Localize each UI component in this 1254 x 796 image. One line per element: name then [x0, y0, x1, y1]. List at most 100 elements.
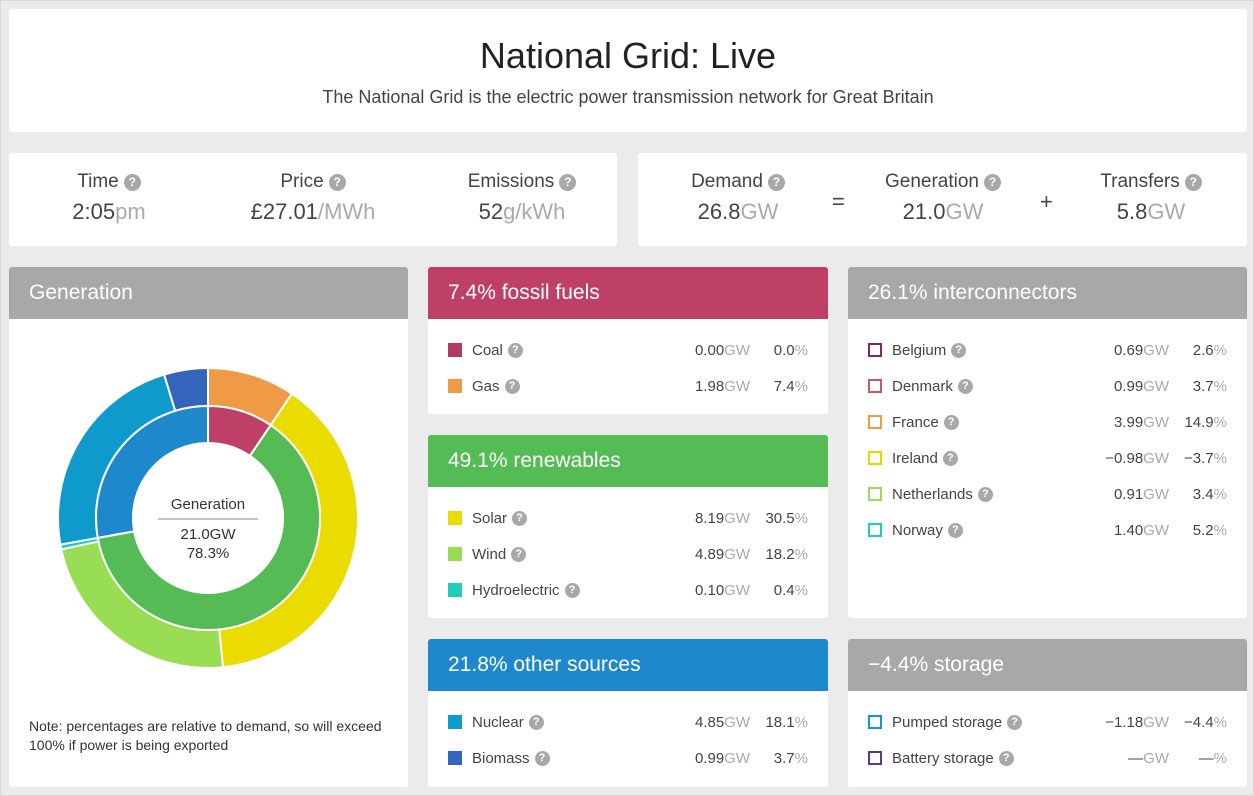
color-swatch: [448, 547, 462, 561]
source-row-wind: Wind? 4.89GW 18.2%: [428, 536, 828, 572]
renewables-rows: Solar? 8.19GW 30.5% Wind? 4.89GW 18.2% Hydroel…: [428, 487, 828, 608]
help-icon[interactable]: ?: [942, 450, 958, 466]
source-pct: −3.7%: [1184, 450, 1227, 467]
help-icon[interactable]: ?: [564, 582, 580, 598]
source-pct: 30.5%: [765, 510, 808, 527]
help-icon[interactable]: ?: [534, 750, 550, 766]
color-swatch: [448, 583, 462, 597]
help-icon[interactable]: ?: [947, 522, 963, 538]
help-icon[interactable]: ?: [1007, 714, 1023, 730]
source-gw-value: 8.19: [694, 509, 725, 527]
donut-slice-other[interactable]: [95, 404, 209, 540]
stat-demand: Demand? 26.8GW: [668, 171, 808, 225]
source-label: Pumped storage: [892, 713, 1003, 731]
stats-card-right: Demand? 26.8GW = Generation? 21.0GW + Tr…: [638, 153, 1247, 246]
source-gw-unit: GW: [724, 509, 750, 527]
help-icon[interactable]: ?: [504, 378, 520, 394]
stat-transfers-label: Transfers: [1100, 171, 1180, 192]
donut-center-pct: 78.3%: [187, 545, 230, 562]
source-pct-value: −3.7: [1184, 449, 1214, 467]
source-pct: 0.4%: [774, 582, 808, 599]
source-row-coal: Coal? 0.00GW 0.0%: [428, 332, 828, 368]
source-label-wrap: Norway?: [892, 522, 963, 539]
help-icon[interactable]: ?: [767, 173, 785, 191]
source-gw-value: 4.89: [694, 545, 725, 563]
source-label: Denmark: [892, 377, 953, 395]
help-icon[interactable]: ?: [998, 750, 1014, 766]
donut-slice-renewables[interactable]: [96, 423, 321, 631]
source-pct-value: 3.4: [1192, 485, 1214, 503]
source-gw: 0.10GW: [695, 582, 750, 599]
source-gw-unit: GW: [724, 377, 750, 395]
source-pct-unit: %: [1213, 449, 1227, 467]
stat-generation-value: 21.0: [902, 199, 946, 224]
source-gw-value: 0.99: [694, 749, 725, 767]
source-row-netherlands: Netherlands? 0.91GW 3.4%: [848, 476, 1247, 512]
source-pct-unit: %: [794, 377, 808, 395]
source-gw-value: 0.10: [694, 581, 725, 599]
help-icon[interactable]: ?: [511, 546, 527, 562]
source-pct: 5.2%: [1193, 522, 1227, 539]
help-icon[interactable]: ?: [328, 173, 346, 191]
help-icon[interactable]: ?: [951, 342, 967, 358]
stat-emissions-unit: g/kWh: [503, 199, 566, 224]
stat-time: Time? 2:05pm: [49, 171, 169, 225]
help-icon[interactable]: ?: [507, 342, 523, 358]
source-gw-unit: GW: [1143, 713, 1169, 731]
stat-generation: Generation? 21.0GW: [868, 171, 1018, 225]
source-pct-unit: %: [794, 581, 808, 599]
source-label: Hydroelectric: [472, 581, 560, 599]
help-icon[interactable]: ?: [943, 414, 959, 430]
source-label-wrap: Denmark?: [892, 378, 973, 395]
source-label-wrap: Hydroelectric?: [472, 582, 580, 599]
stat-price-value: £27.01: [250, 199, 318, 224]
source-pct-value: −4.4: [1184, 713, 1214, 731]
source-pct-unit: %: [794, 545, 808, 563]
donut-center-value: 21.0GW: [180, 526, 236, 543]
source-row-norway: Norway? 1.40GW 5.2%: [848, 512, 1247, 548]
stat-generation-label: Generation: [884, 171, 979, 192]
source-gw-unit: GW: [1143, 377, 1169, 395]
source-gw: 8.19GW: [695, 510, 750, 527]
source-pct-unit: %: [794, 509, 808, 527]
source-pct: 14.9%: [1184, 414, 1227, 431]
help-icon[interactable]: ?: [984, 173, 1001, 191]
color-swatch: [868, 415, 882, 429]
help-icon[interactable]: ?: [123, 173, 141, 191]
source-pct-value: 3.7: [773, 749, 795, 767]
storage-rows: Pumped storage? −1.18GW −4.4% Battery stora…: [848, 691, 1247, 776]
help-icon[interactable]: ?: [977, 486, 993, 502]
source-label-wrap: Pumped storage?: [892, 713, 1023, 731]
fossil-panel: 7.4% fossil fuels Coal? 0.00GW 0.0% Gas? 1.9…: [428, 267, 828, 414]
color-swatch: [868, 451, 882, 465]
donut-inner-ring: [95, 404, 321, 631]
help-icon[interactable]: ?: [1184, 173, 1202, 191]
source-label-wrap: Ireland?: [892, 450, 958, 467]
color-swatch: [868, 343, 882, 357]
source-gw-unit: GW: [724, 581, 750, 599]
source-label: Nuclear: [472, 713, 524, 731]
source-label: Belgium: [892, 341, 947, 359]
color-swatch: [448, 715, 462, 729]
source-gw: 4.89GW: [695, 546, 750, 563]
source-row-battery-storage: Battery storage? —GW —%: [848, 740, 1247, 776]
help-icon[interactable]: ?: [512, 510, 528, 526]
source-row-nuclear: Nuclear? 4.85GW 18.1%: [428, 704, 828, 740]
color-swatch: [448, 379, 462, 393]
color-swatch: [448, 343, 462, 357]
source-gw-unit: GW: [1143, 449, 1169, 467]
source-gw: —GW: [1128, 750, 1169, 767]
color-swatch: [868, 751, 882, 765]
help-icon[interactable]: ?: [528, 714, 544, 730]
header-card: National Grid: Live The National Grid is…: [9, 9, 1247, 132]
source-pct-unit: %: [1213, 521, 1227, 539]
source-label-wrap: Netherlands?: [892, 486, 993, 503]
source-pct: 0.0%: [774, 342, 808, 359]
color-swatch: [868, 715, 882, 729]
interconnectors-rows: Belgium? 0.69GW 2.6% Denmark? 0.99GW 3.7% Fran…: [848, 319, 1247, 548]
source-gw: 0.69GW: [1114, 342, 1169, 359]
source-gw-value: −1.18: [1105, 713, 1144, 731]
fossil-panel-title: 7.4% fossil fuels: [428, 267, 828, 319]
help-icon[interactable]: ?: [559, 173, 577, 191]
help-icon[interactable]: ?: [957, 378, 973, 394]
